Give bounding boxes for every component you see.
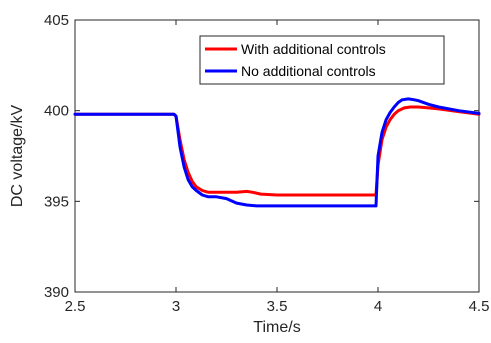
series-line-with-additional-controls <box>73 105 481 197</box>
y-axis-label: DC voltage/kV <box>9 105 26 208</box>
x-tick-label: 3 <box>172 298 180 315</box>
x-axis-label: Time/s <box>253 319 300 336</box>
y-tick-label: 390 <box>44 284 69 301</box>
x-tick-label: 4.5 <box>469 298 490 315</box>
y-tick-label: 405 <box>44 12 69 29</box>
legend-box <box>199 35 445 85</box>
legend-label-with-additional-controls: With additional controls <box>241 41 386 57</box>
series-layer <box>73 97 481 208</box>
tick-label-layer: 2.5 3 3.5 4 4.5 390 395 400 405 <box>44 12 489 315</box>
series-line-no-additional-controls <box>73 97 481 208</box>
x-tick-label: 3.5 <box>267 298 288 315</box>
x-tick-label: 2.5 <box>65 298 86 315</box>
tick-layer <box>74 19 480 293</box>
legend-label-no-additional-controls: No additional controls <box>241 63 376 79</box>
legend: With additional controls No additional c… <box>199 35 445 85</box>
y-tick-label: 395 <box>44 193 69 210</box>
y-tick-label: 400 <box>44 103 69 120</box>
x-tick-label: 4 <box>374 298 382 315</box>
